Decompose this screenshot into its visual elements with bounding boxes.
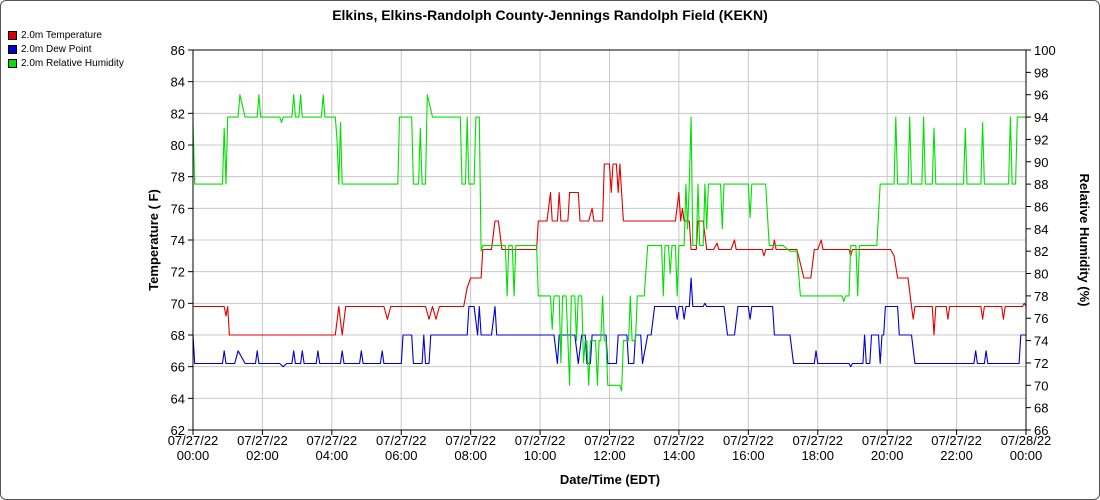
x-tick-time: 00:00	[1010, 448, 1043, 463]
right-axis: 66 68 70 72 74 76 78 80 82 84 86 88 90 92 94 96 98 100	[1026, 43, 1056, 438]
right-tick-label: 98	[1034, 65, 1048, 80]
right-tick-label: 72	[1034, 356, 1048, 371]
right-tick-label: 82	[1034, 244, 1048, 259]
x-tick-date: 07/27/22	[654, 433, 705, 448]
x-tick-date: 07/27/22	[515, 433, 566, 448]
left-tick-label: 82	[171, 106, 185, 121]
x-tick-time: 00:00	[177, 448, 210, 463]
x-tick-time: 14:00	[663, 448, 696, 463]
right-axis-label: Relative Humidity (%)	[1077, 174, 1092, 307]
left-axis: 62 64 66 68 70 72 74 76 78 80 82 84 86	[171, 43, 193, 438]
x-tick-time: 12:00	[593, 448, 626, 463]
x-tick-time: 20:00	[871, 448, 904, 463]
series-line-2-0m-dew-point	[192, 277, 1026, 368]
x-tick-date: 07/27/22	[376, 433, 427, 448]
left-tick-label: 68	[171, 328, 185, 343]
legend-swatch	[8, 58, 17, 68]
right-tick-label: 66	[1034, 423, 1048, 438]
right-tick-label: 70	[1034, 378, 1048, 393]
right-tick-label: 68	[1034, 401, 1048, 416]
left-tick-label: 70	[171, 296, 185, 311]
x-tick-time: 18:00	[801, 448, 834, 463]
left-tick-label: 66	[171, 360, 185, 375]
left-tick-label: 62	[171, 423, 185, 438]
left-tick-label: 86	[171, 43, 185, 58]
right-tick-label: 96	[1034, 88, 1048, 103]
series-lines	[192, 94, 1027, 392]
right-tick-label: 78	[1034, 289, 1048, 304]
right-tick-label: 90	[1034, 155, 1048, 170]
left-tick-label: 76	[171, 201, 185, 216]
x-tick-date: 07/27/22	[307, 433, 358, 448]
x-tick-date: 07/27/22	[792, 433, 843, 448]
legend-label: 2.0m Temperature	[21, 29, 102, 41]
legend-item: 2.0m Dew Point	[8, 42, 124, 56]
right-tick-label: 84	[1034, 222, 1048, 237]
x-tick-time: 04:00	[316, 448, 349, 463]
left-tick-label: 74	[171, 233, 185, 248]
left-tick-label: 64	[171, 391, 185, 406]
series-line-2-0m-relative-humidity	[192, 94, 1026, 392]
legend-label: 2.0m Dew Point	[21, 43, 92, 55]
right-tick-label: 86	[1034, 199, 1048, 214]
x-tick-date: 07/27/22	[168, 433, 219, 448]
right-tick-label: 74	[1034, 334, 1048, 349]
right-tick-label: 80	[1034, 267, 1048, 282]
x-tick-time: 08:00	[454, 448, 487, 463]
legend-label: 2.0m Relative Humidity	[21, 57, 124, 69]
x-tick-time: 22:00	[940, 448, 973, 463]
right-tick-label: 92	[1034, 132, 1048, 147]
x-tick-date: 07/27/22	[445, 433, 496, 448]
left-axis-label: Temperature ( F)	[146, 189, 161, 291]
x-tick-time: 10:00	[524, 448, 557, 463]
series-line-2-0m-temperature	[193, 163, 1027, 336]
left-tick-label: 78	[171, 170, 185, 185]
x-tick-time: 16:00	[732, 448, 765, 463]
chart-title: Elkins, Elkins-Randolph County-Jennings …	[332, 7, 768, 23]
x-tick-date: 07/27/22	[931, 433, 982, 448]
x-tick-time: 06:00	[385, 448, 418, 463]
left-tick-label: 80	[171, 138, 185, 153]
legend: 2.0m Temperature 2.0m Dew Point 2.0m Relat…	[8, 28, 124, 70]
x-tick-time: 02:00	[246, 448, 279, 463]
legend-item: 2.0m Relative Humidity	[8, 56, 124, 70]
legend-item: 2.0m Temperature	[8, 28, 124, 42]
x-axis-label: Date/Time (EDT)	[560, 472, 660, 487]
left-tick-label: 84	[171, 75, 185, 90]
left-tick-label: 72	[171, 265, 185, 280]
right-tick-label: 88	[1034, 177, 1048, 192]
x-tick-date: 07/28/22	[1001, 433, 1052, 448]
x-axis: 07/27/2200:0007/27/2202:0007/27/2204:000…	[168, 430, 1052, 463]
grid	[192, 49, 1027, 431]
legend-swatch	[8, 44, 17, 54]
x-tick-date: 07/27/22	[723, 433, 774, 448]
right-tick-label: 100	[1034, 43, 1056, 58]
right-tick-label: 94	[1034, 110, 1048, 125]
x-tick-date: 07/27/22	[862, 433, 913, 448]
right-tick-label: 76	[1034, 311, 1048, 326]
legend-swatch	[8, 30, 17, 40]
x-tick-date: 07/27/22	[584, 433, 635, 448]
x-tick-date: 07/27/22	[237, 433, 288, 448]
